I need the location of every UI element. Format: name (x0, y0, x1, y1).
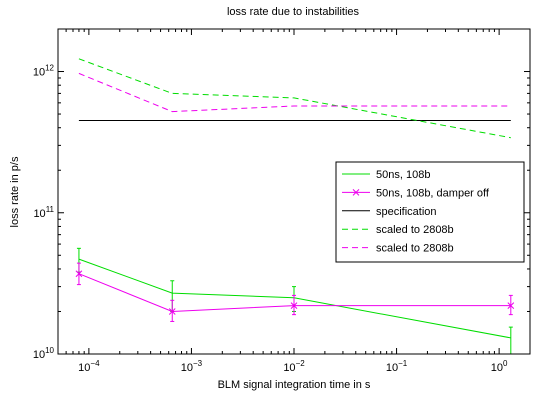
plot-area (75, 58, 515, 355)
x-tick-label: 10−2 (283, 359, 305, 374)
data-point-marker (507, 302, 515, 309)
series-line (78, 72, 511, 113)
legend-entry-label: 50ns, 108b, damper off (376, 187, 490, 199)
series-line (78, 258, 511, 339)
x-tick-label: 10−3 (181, 359, 203, 374)
data-point-marker (290, 302, 298, 309)
y-tick-label: 1012 (33, 64, 55, 79)
legend: 50ns, 108b 50ns, 108b, damper off specific… (335, 161, 525, 263)
y-tick-label: 1010 (33, 346, 55, 361)
x-tick-label: 10−1 (386, 359, 408, 374)
axis-ticks: 10−4 10−3 10−2 10−1 100 1010 1011 1012 (33, 28, 531, 374)
x-axis-label: BLM signal integration time in s (218, 379, 371, 391)
data-point-marker (168, 308, 176, 315)
legend-marker (352, 189, 360, 196)
legend-entry-label: 50ns, 108b (376, 169, 430, 181)
series-line (78, 273, 511, 313)
data-point-marker (75, 270, 83, 278)
x-tick-label: 100 (491, 359, 508, 374)
y-axis-label: loss rate in p/s (9, 156, 21, 227)
legend-entry-label: scaled to 2808b (376, 243, 454, 255)
legend-entry-label: scaled to 2808b (376, 224, 454, 236)
series-line (78, 58, 511, 139)
y-tick-label: 1011 (33, 205, 54, 220)
x-tick-label: 10−4 (78, 359, 100, 374)
chart-title: loss rate due to instabilities (227, 6, 360, 18)
legend-entry-label: specification (376, 206, 437, 218)
legend-box (335, 161, 525, 263)
